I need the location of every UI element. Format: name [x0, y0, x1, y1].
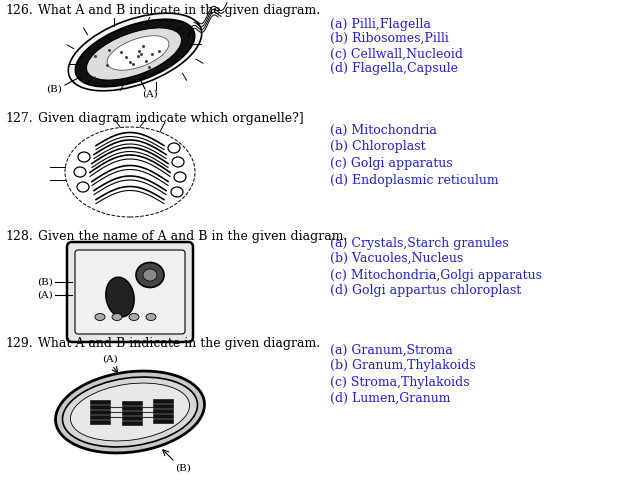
Bar [153, 404, 173, 408]
Text: (B): (B) [37, 277, 53, 286]
Text: (b) Vacuoles,Nucleus: (b) Vacuoles,Nucleus [330, 252, 463, 265]
Ellipse shape [106, 277, 134, 317]
Text: 127.: 127. [5, 112, 33, 125]
Bar [122, 421, 142, 425]
Bar [90, 410, 110, 414]
Bar [153, 419, 173, 423]
Text: 129.: 129. [5, 337, 33, 350]
Ellipse shape [136, 263, 164, 287]
Text: Given diagram indicate which organelle?]: Given diagram indicate which organelle?] [38, 112, 304, 125]
Bar [90, 415, 110, 419]
Text: 126.: 126. [5, 4, 33, 17]
Text: (a) Pilli,Flagella: (a) Pilli,Flagella [330, 18, 431, 31]
Text: (B): (B) [46, 85, 62, 94]
Text: (b) Chloroplast: (b) Chloroplast [330, 140, 426, 153]
Ellipse shape [146, 313, 156, 320]
Text: (a) Mitochondria: (a) Mitochondria [330, 124, 437, 137]
Text: Given the name of A and B in the given diagram.: Given the name of A and B in the given d… [38, 230, 348, 243]
Ellipse shape [70, 383, 190, 441]
Ellipse shape [63, 377, 197, 447]
Text: (c) Mitochondria,Golgi apparatus: (c) Mitochondria,Golgi apparatus [330, 269, 542, 282]
Bar [90, 400, 110, 404]
Text: 128.: 128. [5, 230, 33, 243]
Ellipse shape [107, 36, 169, 70]
Ellipse shape [129, 313, 139, 320]
FancyBboxPatch shape [67, 242, 193, 342]
Text: What A and B indicate in the given diagram.: What A and B indicate in the given diagr… [38, 4, 320, 17]
Text: (A): (A) [142, 90, 158, 99]
Text: (B): (B) [175, 464, 191, 473]
Text: (c) Cellwall,Nucleoid: (c) Cellwall,Nucleoid [330, 48, 463, 61]
Ellipse shape [143, 269, 157, 281]
Bar [90, 405, 110, 409]
Text: (a) Crystals,Starch granules: (a) Crystals,Starch granules [330, 237, 509, 250]
Bar [90, 420, 110, 424]
Ellipse shape [56, 371, 204, 453]
Text: What A and B indicate in the given diagram.: What A and B indicate in the given diagr… [38, 337, 320, 350]
Ellipse shape [95, 313, 105, 320]
FancyBboxPatch shape [75, 250, 185, 334]
Bar [153, 409, 173, 413]
Text: (d) Golgi appartus chloroplast: (d) Golgi appartus chloroplast [330, 284, 521, 297]
Text: (a) Granum,Stroma: (a) Granum,Stroma [330, 344, 453, 357]
Bar [122, 411, 142, 415]
Text: (c) Golgi apparatus: (c) Golgi apparatus [330, 157, 452, 170]
Ellipse shape [68, 13, 202, 91]
Bar [122, 406, 142, 410]
Text: (A): (A) [37, 290, 53, 300]
Ellipse shape [112, 313, 122, 320]
Bar [122, 401, 142, 405]
Text: (b) Ribosomes,Pilli: (b) Ribosomes,Pilli [330, 32, 449, 45]
Bar [122, 416, 142, 420]
Text: (d) Lumen,Granum: (d) Lumen,Granum [330, 392, 450, 405]
Text: (d) Flagella,Capsule: (d) Flagella,Capsule [330, 62, 458, 75]
Text: (d) Endoplasmic reticulum: (d) Endoplasmic reticulum [330, 174, 498, 187]
Text: (b) Granum,Thylakoids: (b) Granum,Thylakoids [330, 359, 476, 372]
Ellipse shape [75, 20, 194, 87]
Bar [153, 399, 173, 403]
Ellipse shape [86, 28, 181, 80]
Text: (c) Stroma,Thylakoids: (c) Stroma,Thylakoids [330, 376, 470, 389]
Text: (A): (A) [102, 355, 118, 364]
Bar [153, 414, 173, 418]
